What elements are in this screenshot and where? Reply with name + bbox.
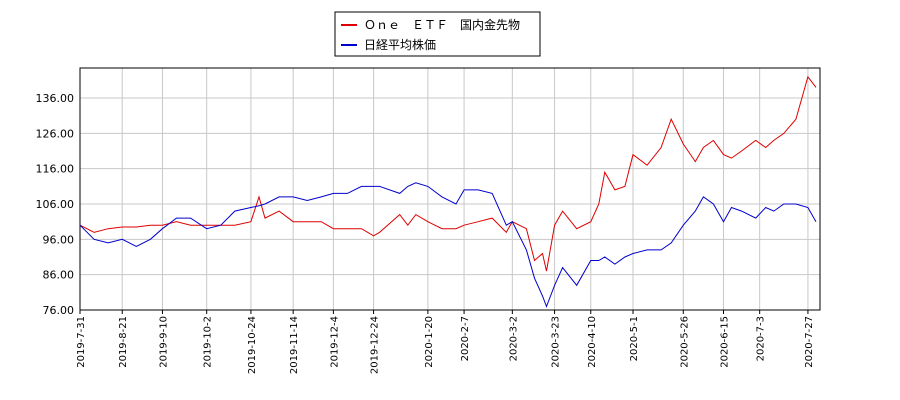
x-tick-label: 2020-1-20 bbox=[424, 316, 435, 368]
x-tick-label: 2019-7-31 bbox=[76, 316, 87, 368]
x-tick-label: 2019-10-2 bbox=[203, 316, 214, 368]
x-tick-label: 2019-10-24 bbox=[247, 316, 258, 374]
x-tick-label: 2020-5-1 bbox=[629, 316, 640, 361]
x-tick-label: 2020-5-26 bbox=[679, 316, 690, 368]
y-tick-label: 126.00 bbox=[36, 127, 75, 140]
x-tick-label: 2020-7-3 bbox=[756, 316, 767, 361]
y-tick-label: 86.00 bbox=[43, 269, 75, 282]
x-tick-label: 2020-2-7 bbox=[460, 316, 471, 361]
x-tick-label: 2020-6-15 bbox=[719, 316, 730, 368]
x-tick-label: 2019-8-21 bbox=[118, 316, 129, 368]
legend-box bbox=[334, 11, 541, 57]
y-tick-label: 116.00 bbox=[36, 163, 75, 176]
x-tick-label: 2020-7-27 bbox=[804, 316, 815, 368]
plot-frame bbox=[79, 67, 821, 311]
y-tick-label: 106.00 bbox=[36, 198, 75, 211]
legend-label: Ｏｎｅ ＥＴＦ 国内金先物 bbox=[364, 17, 520, 32]
y-tick-label: 76.00 bbox=[43, 304, 75, 317]
y-tick-label: 96.00 bbox=[43, 233, 75, 246]
x-tick-label: 2020-3-23 bbox=[551, 316, 562, 368]
x-tick-label: 2020-3-2 bbox=[508, 316, 519, 361]
x-tick-label: 2019-11-14 bbox=[289, 316, 300, 374]
legend-label: 日経平均株価 bbox=[364, 37, 436, 52]
series-line bbox=[79, 75, 817, 272]
series-line bbox=[79, 182, 817, 308]
x-tick-label: 2019-12-24 bbox=[370, 316, 381, 374]
x-tick-label: 2019-12-4 bbox=[329, 316, 340, 368]
x-tick-label: 2019-9-10 bbox=[158, 316, 169, 368]
x-tick-label: 2020-4-10 bbox=[587, 316, 598, 368]
y-tick-label: 136.00 bbox=[36, 92, 75, 105]
